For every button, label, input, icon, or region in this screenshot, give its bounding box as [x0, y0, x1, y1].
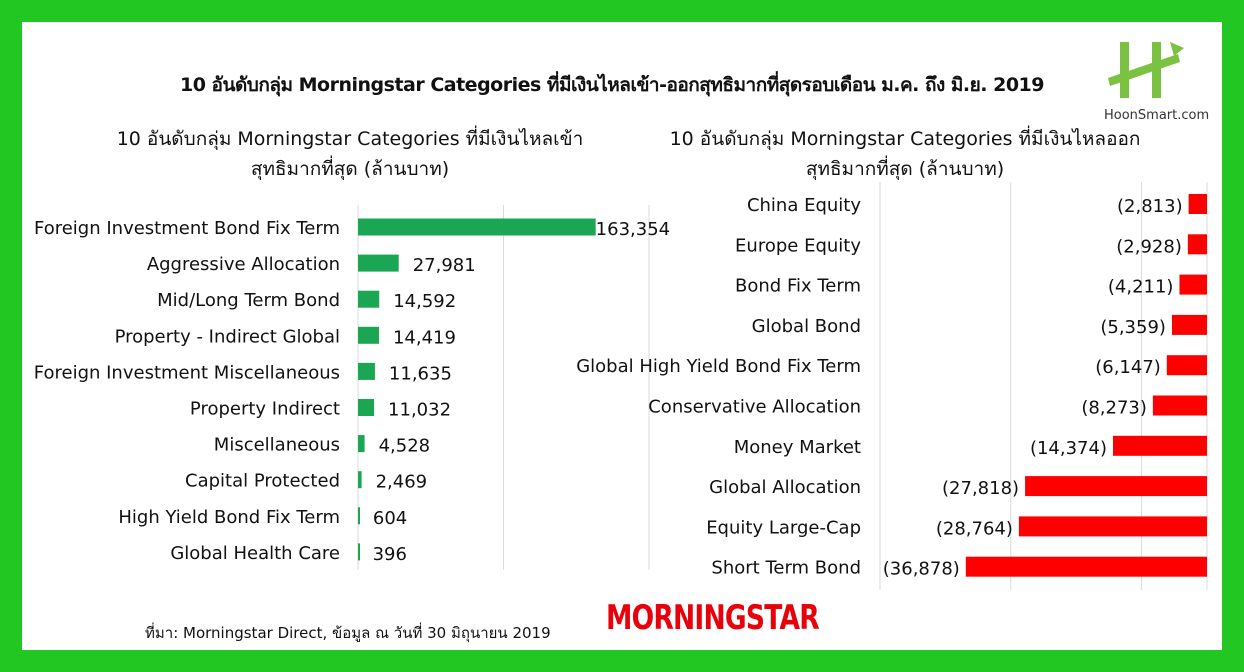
category-label: Global High Yield Bond Fix Term [576, 356, 861, 377]
inflow-bar [358, 507, 360, 525]
data-label: 14,592 [393, 291, 456, 312]
inflow-bar [358, 254, 399, 272]
data-label: (27,818) [942, 478, 1019, 499]
category-label: Property - Indirect Global [115, 326, 340, 347]
category-label: Capital Protected [185, 471, 340, 492]
data-label: 604 [373, 508, 407, 529]
category-label: Global Allocation [709, 477, 861, 498]
outflow-chart: China Equity (2,813) Europe Equity (2,928) B… [576, 182, 1208, 590]
inflow-bar [358, 435, 365, 453]
inflow-bar [358, 218, 596, 236]
category-label: High Yield Bond Fix Term [118, 507, 340, 528]
category-label: Short Term Bond [711, 558, 861, 579]
outflow-bar [1188, 194, 1207, 214]
category-label: Mid/Long Term Bond [157, 290, 340, 311]
data-label: (6,147) [1095, 357, 1161, 378]
data-label: (2,813) [1117, 196, 1183, 217]
category-label: Equity Large-Cap [706, 517, 861, 538]
data-label: (28,764) [936, 518, 1013, 539]
data-label: 27,981 [413, 255, 476, 276]
inflow-bar [358, 362, 375, 380]
category-label: Aggressive Allocation [147, 254, 340, 275]
category-label: Foreign Investment Bond Fix Term [34, 218, 340, 239]
outflow-title-line1: 10 อันดับกลุ่ม Morningstar Categories ที… [669, 128, 1141, 150]
inflow-bar [358, 290, 380, 308]
morningstar-logo: MORNINGSTAR [606, 598, 820, 638]
outflow-chart-title: 10 อันดับกลุ่ม Morningstar Categories ที… [640, 124, 1170, 184]
category-label: Global Health Care [170, 543, 340, 564]
chart-panel [22, 22, 1222, 650]
outflow-bar [965, 556, 1207, 577]
category-label: Property Indirect [190, 399, 340, 420]
data-label: 14,419 [393, 327, 456, 348]
data-label: 163,354 [596, 219, 670, 240]
inflow-title-line1: 10 อันดับกลุ่ม Morningstar Categories ที… [116, 128, 584, 150]
inflow-bar [358, 399, 375, 416]
data-label: 396 [373, 544, 407, 565]
outflow-bar [1025, 476, 1207, 497]
category-label: Miscellaneous [214, 435, 340, 456]
data-label: (8,273) [1081, 398, 1147, 419]
category-label: Money Market [734, 437, 861, 458]
data-label: 11,032 [388, 400, 451, 421]
hoonsmart-logo-icon [1108, 42, 1184, 98]
inflow-bar [358, 543, 360, 561]
inflow-title-line2: สุทธิมากที่สุด (ล้านบาท) [250, 158, 450, 180]
data-label: (2,928) [1116, 236, 1182, 257]
category-label: Bond Fix Term [735, 276, 861, 297]
outflow-bar [1179, 274, 1207, 295]
inflow-chart: Foreign Investment Bond Fix Term 163,354 A… [34, 205, 670, 570]
inflow-chart-title: 10 อันดับกลุ่ม Morningstar Categories ที… [100, 124, 600, 184]
data-label: 2,469 [376, 472, 428, 493]
hoonsmart-logo-text: HoonSmart.com [1104, 108, 1210, 123]
outflow-bar [1018, 516, 1207, 537]
data-label: (36,878) [883, 559, 960, 580]
category-label: Foreign Investment Miscellaneous [34, 362, 340, 383]
data-label: 11,635 [389, 363, 452, 384]
category-label: Global Bond [752, 316, 861, 337]
category-label: Europe Equity [735, 235, 861, 256]
outflow-bar [1152, 395, 1207, 416]
outflow-bar [1112, 435, 1207, 456]
category-label: Conservative Allocation [648, 397, 861, 418]
outflow-bar [1171, 314, 1207, 335]
data-label: (14,374) [1030, 438, 1107, 459]
category-label: China Equity [747, 195, 861, 216]
outflow-bar [1166, 355, 1207, 376]
data-label: (4,211) [1108, 277, 1174, 298]
outflow-bar [1187, 234, 1207, 255]
data-label: (5,359) [1100, 317, 1166, 338]
source-note: ที่มา: Morningstar Direct, ข้อมูล ณ วันท… [145, 624, 551, 642]
outflow-title-line2: สุทธิมากที่สุด (ล้านบาท) [805, 158, 1005, 180]
inflow-bar [358, 326, 379, 344]
main-title: 10 อันดับกลุ่ม Morningstar Categories ที… [180, 74, 1044, 96]
inflow-bar [358, 471, 362, 489]
data-label: 4,528 [379, 436, 431, 457]
